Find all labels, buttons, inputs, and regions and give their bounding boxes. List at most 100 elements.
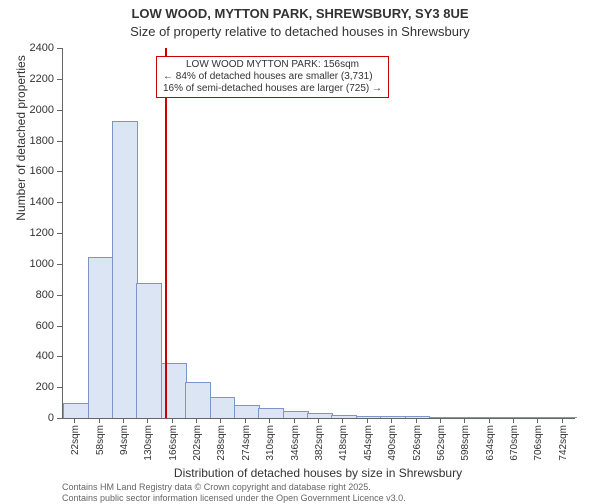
marker-line bbox=[165, 48, 167, 418]
x-tick-label: 58sqm bbox=[95, 425, 106, 455]
annotation-line2: ← 84% of detached houses are smaller (3,… bbox=[163, 71, 382, 83]
histogram-bar bbox=[136, 283, 162, 418]
x-tick-label: 490sqm bbox=[387, 425, 398, 461]
histogram-bar bbox=[502, 417, 528, 418]
histogram-bar bbox=[283, 411, 309, 418]
x-tick-label: 418sqm bbox=[338, 425, 349, 461]
histogram-bar bbox=[258, 408, 284, 418]
x-tick-label: 670sqm bbox=[509, 425, 520, 461]
y-tick-mark bbox=[57, 295, 62, 296]
y-tick-mark bbox=[57, 171, 62, 172]
x-tick-label: 202sqm bbox=[192, 425, 203, 461]
footer-line2: Contains public sector information licen… bbox=[62, 493, 406, 504]
x-tick-mark bbox=[537, 418, 538, 423]
histogram-bar bbox=[405, 416, 431, 418]
x-tick-mark bbox=[220, 418, 221, 423]
chart-title-line1: LOW WOOD, MYTTON PARK, SHREWSBURY, SY3 8… bbox=[0, 6, 600, 21]
x-tick-label: 382sqm bbox=[314, 425, 325, 461]
x-tick-label: 94sqm bbox=[119, 425, 130, 455]
x-tick-mark bbox=[513, 418, 514, 423]
y-tick-label: 2000 bbox=[0, 104, 54, 116]
x-tick-label: 238sqm bbox=[216, 425, 227, 461]
annotation-box: LOW WOOD MYTTON PARK: 156sqm ← 84% of de… bbox=[156, 56, 389, 98]
y-tick-label: 800 bbox=[0, 289, 54, 301]
x-tick-mark bbox=[123, 418, 124, 423]
histogram-bar bbox=[112, 121, 138, 418]
histogram-bar bbox=[478, 417, 504, 418]
chart-title-line2: Size of property relative to detached ho… bbox=[0, 24, 600, 39]
y-tick-label: 200 bbox=[0, 381, 54, 393]
annotation-line3: 16% of semi-detached houses are larger (… bbox=[163, 83, 382, 95]
x-tick-mark bbox=[391, 418, 392, 423]
x-tick-label: 22sqm bbox=[70, 425, 81, 455]
x-tick-mark bbox=[367, 418, 368, 423]
plot-area bbox=[62, 48, 575, 419]
y-tick-label: 2200 bbox=[0, 73, 54, 85]
x-tick-label: 706sqm bbox=[533, 425, 544, 461]
y-tick-mark bbox=[57, 387, 62, 388]
histogram-bar bbox=[210, 397, 236, 418]
x-axis-label: Distribution of detached houses by size … bbox=[62, 466, 574, 480]
histogram-bar bbox=[63, 403, 89, 418]
x-tick-label: 274sqm bbox=[241, 425, 252, 461]
y-tick-label: 400 bbox=[0, 350, 54, 362]
y-tick-mark bbox=[57, 356, 62, 357]
x-tick-label: 454sqm bbox=[363, 425, 374, 461]
x-tick-mark bbox=[294, 418, 295, 423]
y-tick-mark bbox=[57, 79, 62, 80]
x-tick-mark bbox=[464, 418, 465, 423]
x-tick-mark bbox=[245, 418, 246, 423]
y-tick-mark bbox=[57, 141, 62, 142]
histogram-bar bbox=[234, 405, 260, 418]
x-tick-label: 598sqm bbox=[460, 425, 471, 461]
y-tick-label: 0 bbox=[0, 412, 54, 424]
x-tick-mark bbox=[562, 418, 563, 423]
histogram-bar bbox=[551, 417, 577, 418]
y-tick-mark bbox=[57, 326, 62, 327]
histogram-bar bbox=[356, 416, 382, 418]
x-tick-label: 742sqm bbox=[558, 425, 569, 461]
x-tick-mark bbox=[440, 418, 441, 423]
y-tick-label: 1400 bbox=[0, 196, 54, 208]
y-tick-mark bbox=[57, 202, 62, 203]
y-tick-label: 1800 bbox=[0, 135, 54, 147]
x-tick-label: 166sqm bbox=[168, 425, 179, 461]
y-tick-mark bbox=[57, 233, 62, 234]
x-tick-mark bbox=[74, 418, 75, 423]
x-tick-mark bbox=[172, 418, 173, 423]
x-tick-label: 130sqm bbox=[143, 425, 154, 461]
histogram-bar bbox=[453, 417, 479, 418]
histogram-bar bbox=[429, 417, 455, 418]
histogram-bar bbox=[380, 416, 406, 418]
x-tick-mark bbox=[342, 418, 343, 423]
annotation-line1: LOW WOOD MYTTON PARK: 156sqm bbox=[163, 59, 382, 71]
y-tick-mark bbox=[57, 48, 62, 49]
chart-container: LOW WOOD, MYTTON PARK, SHREWSBURY, SY3 8… bbox=[0, 0, 600, 500]
x-tick-label: 562sqm bbox=[436, 425, 447, 461]
x-tick-label: 634sqm bbox=[485, 425, 496, 461]
x-tick-label: 526sqm bbox=[412, 425, 423, 461]
x-tick-mark bbox=[99, 418, 100, 423]
x-tick-mark bbox=[318, 418, 319, 423]
x-tick-mark bbox=[416, 418, 417, 423]
histogram-bar bbox=[331, 415, 357, 418]
histogram-bar bbox=[526, 417, 552, 418]
y-tick-label: 600 bbox=[0, 320, 54, 332]
footer-line1: Contains HM Land Registry data © Crown c… bbox=[62, 482, 406, 493]
y-tick-label: 1200 bbox=[0, 227, 54, 239]
y-tick-label: 2400 bbox=[0, 42, 54, 54]
y-tick-mark bbox=[57, 264, 62, 265]
y-tick-mark bbox=[57, 110, 62, 111]
y-tick-label: 1600 bbox=[0, 165, 54, 177]
y-tick-mark bbox=[57, 418, 62, 419]
histogram-bar bbox=[307, 413, 333, 418]
footer-text: Contains HM Land Registry data © Crown c… bbox=[62, 482, 406, 504]
histogram-bar bbox=[185, 382, 211, 418]
x-tick-mark bbox=[269, 418, 270, 423]
x-tick-label: 346sqm bbox=[290, 425, 301, 461]
histogram-bar bbox=[88, 257, 114, 418]
x-tick-mark bbox=[489, 418, 490, 423]
x-tick-label: 310sqm bbox=[265, 425, 276, 461]
x-tick-mark bbox=[196, 418, 197, 423]
x-tick-mark bbox=[147, 418, 148, 423]
